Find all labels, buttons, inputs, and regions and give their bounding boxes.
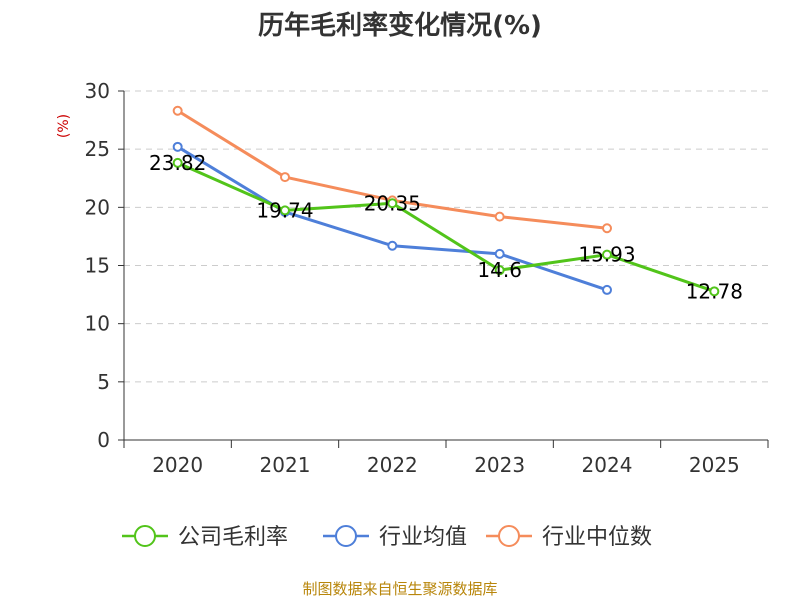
data-point	[602, 284, 612, 295]
data-point	[280, 172, 290, 183]
data-point	[709, 286, 720, 297]
y-tick-label: 15	[85, 254, 110, 278]
data-point	[387, 198, 398, 209]
x-tick-label: 2020	[152, 453, 203, 477]
data-point	[387, 240, 398, 251]
y-tick-label: 5	[97, 370, 110, 394]
data-point	[172, 105, 183, 116]
legend-marker	[335, 525, 357, 547]
series-line-1	[176, 145, 608, 292]
x-tick-label: 2023	[474, 453, 525, 477]
legend-marker	[134, 525, 156, 547]
series-line-0	[177, 161, 715, 293]
data-label: 14.6	[477, 258, 522, 282]
series	[172, 105, 720, 297]
chart-title: 历年毛利率变化情况(%)	[258, 10, 542, 41]
data-point	[172, 141, 183, 152]
y-tick-label: 10	[85, 312, 110, 336]
x-tick-label: 2025	[689, 453, 740, 477]
data-label: 23.82	[149, 151, 206, 175]
data-label: 12.78	[686, 279, 743, 303]
data-point	[172, 157, 183, 168]
legend: 公司毛利率 行业均值 行业中位数	[122, 525, 652, 550]
data-label: 20.35	[364, 191, 421, 215]
y-tick-label: 20	[85, 195, 110, 219]
data-point	[602, 249, 612, 260]
data-label: 19.74	[256, 198, 313, 222]
legend-label: 公司毛利率	[178, 525, 288, 550]
data-point	[494, 248, 505, 259]
data-point	[494, 265, 505, 276]
x-tick-label: 2024	[582, 453, 633, 477]
data-labels: 23.82 19.74 20.35 14.6 15.93 12.78	[149, 151, 743, 303]
y-tick-label: 0	[97, 428, 110, 452]
data-point	[602, 223, 612, 234]
x-tick-label: 2022	[367, 453, 418, 477]
y-axis-unit: (%)	[56, 114, 72, 138]
source-note: 制图数据来自恒生聚源数据库	[302, 580, 497, 598]
x-tick-label: 2021	[260, 453, 311, 477]
legend-marker	[498, 525, 520, 547]
data-point	[280, 205, 290, 216]
data-point	[494, 211, 505, 222]
legend-label: 行业中位数	[542, 525, 652, 550]
legend-label: 行业均值	[379, 525, 467, 550]
y-tick-label: 30	[85, 79, 110, 103]
data-label: 15.93	[578, 243, 635, 267]
y-tick-label: 25	[85, 137, 110, 161]
